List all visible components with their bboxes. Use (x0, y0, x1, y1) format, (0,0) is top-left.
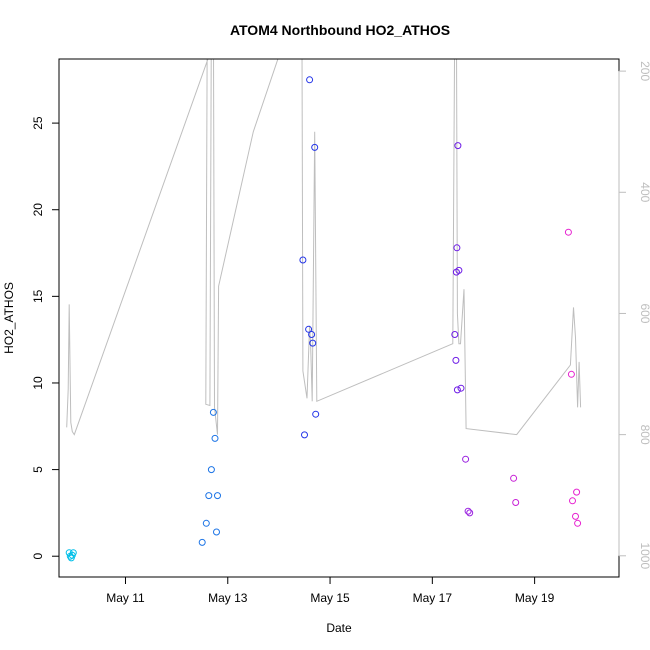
data-point (205, 492, 213, 500)
y-tick-label: 15 (31, 289, 45, 303)
ho2-points-series (65, 76, 582, 562)
chart-title: ATOM4 Northbound HO2_ATHOS (230, 22, 450, 38)
x-tick-label: May 13 (208, 591, 248, 605)
y-axis-label: HO2_ATHOS (2, 282, 16, 354)
x-tick-label: May 19 (515, 591, 555, 605)
data-point (510, 474, 518, 482)
data-point (309, 339, 317, 347)
x-tick-label: May 11 (106, 591, 145, 605)
data-point (312, 410, 320, 418)
data-point (213, 528, 220, 536)
data-point (564, 228, 572, 236)
data-point (464, 507, 472, 515)
y2-tick-label: 600 (638, 303, 650, 323)
data-point (198, 538, 206, 546)
data-point (207, 466, 215, 474)
data-point (457, 384, 465, 392)
data-point (299, 256, 307, 264)
data-point (305, 325, 313, 333)
y-tick-label: 10 (31, 376, 45, 390)
y-tick-label: 5 (31, 466, 45, 473)
data-point (462, 455, 470, 463)
data-point (572, 512, 579, 520)
data-point (209, 408, 217, 416)
y2-tick-label: 1000 (638, 542, 650, 569)
y2-tick-label: 800 (638, 425, 650, 445)
data-point (454, 142, 462, 150)
data-point (451, 331, 459, 338)
y-tick-label: 0 (31, 553, 45, 560)
x-tick-label: May 15 (310, 591, 350, 605)
data-point (453, 244, 461, 252)
data-point (214, 492, 221, 500)
data-point (301, 431, 308, 439)
data-point (69, 549, 77, 557)
data-point (569, 497, 576, 505)
x-tick-label: May 17 (413, 591, 453, 605)
y-tick-label: 25 (31, 116, 45, 130)
y-tick-label: 20 (31, 203, 45, 217)
data-point (573, 488, 581, 496)
secondary-y-axis: 200 400 600 800 1000 (618, 61, 650, 569)
x-axis: May 11 May 13 May 15 May 17 May 19 (106, 576, 555, 605)
data-point (512, 499, 520, 506)
y-axis: 0 5 10 15 20 25 (31, 116, 60, 560)
x-axis-label: Date (326, 621, 352, 635)
data-point (455, 266, 463, 274)
y2-tick-label: 200 (638, 61, 650, 81)
data-point (466, 509, 474, 517)
data-point (306, 76, 314, 84)
data-point (452, 356, 460, 364)
data-point (202, 519, 210, 527)
data-point (211, 434, 219, 442)
pressure-line-series (66, 59, 582, 436)
pressure-line (66, 59, 582, 436)
data-point (308, 331, 316, 338)
data-point (311, 143, 319, 151)
y2-tick-label: 400 (638, 182, 650, 202)
data-point (574, 519, 582, 527)
data-point (453, 386, 461, 394)
data-point (567, 370, 575, 378)
